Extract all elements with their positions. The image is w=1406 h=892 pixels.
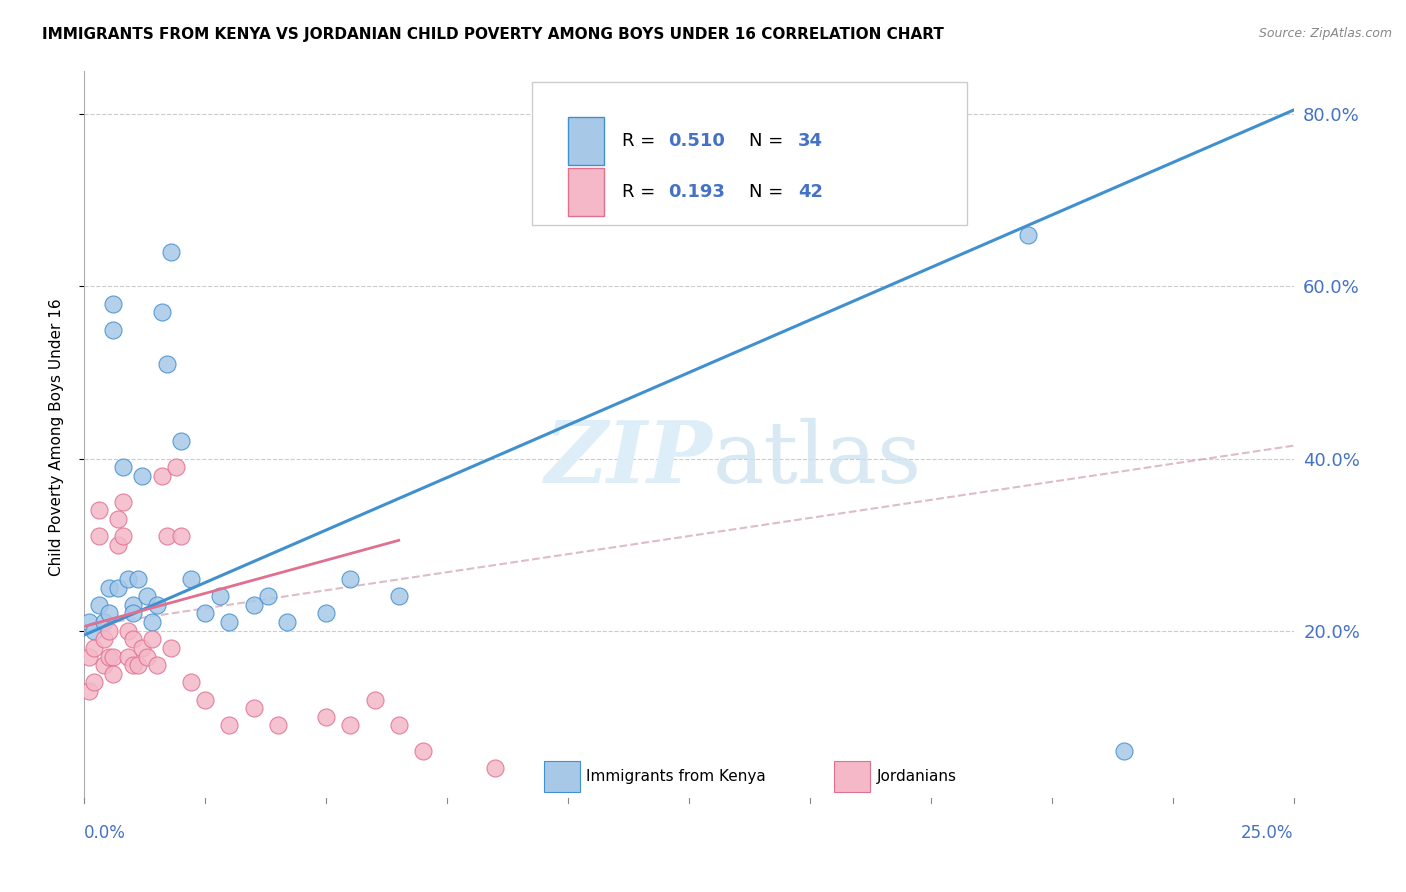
Point (315, 710, 337, 724)
Text: atlas: atlas (713, 417, 922, 500)
Bar (568, 169, 605, 216)
Point (388, 589, 411, 603)
Point (218, 718, 240, 732)
Point (117, 572, 139, 586)
Point (160, 245, 183, 260)
Text: 0.510: 0.510 (668, 132, 725, 150)
Bar (834, 761, 870, 792)
Point (276, 615, 298, 629)
Point (117, 649, 139, 664)
Point (127, 572, 149, 586)
Point (87, 529, 110, 543)
Point (117, 624, 139, 638)
Point (141, 632, 163, 647)
Point (97, 624, 120, 638)
Point (77, 684, 100, 698)
Point (131, 640, 153, 655)
Bar (568, 117, 605, 165)
Point (93, 632, 115, 647)
Point (93, 615, 115, 629)
Point (141, 615, 163, 629)
Point (557, 770, 579, 784)
Text: IMMIGRANTS FROM KENYA VS JORDANIAN CHILD POVERTY AMONG BOYS UNDER 16 CORRELATION: IMMIGRANTS FROM KENYA VS JORDANIAN CHILD… (42, 27, 943, 42)
Point (146, 658, 169, 673)
Point (218, 615, 240, 629)
Text: 42: 42 (797, 183, 823, 201)
Point (103, 322, 125, 336)
Text: N =: N = (749, 132, 789, 150)
Point (155, 357, 177, 371)
Point (363, 692, 385, 706)
Point (194, 692, 217, 706)
Point (242, 598, 264, 612)
Text: Immigrants from Kenya: Immigrants from Kenya (586, 769, 766, 784)
Point (136, 589, 159, 603)
Point (103, 296, 125, 310)
Point (127, 658, 149, 673)
Point (107, 538, 129, 552)
Point (83, 675, 105, 690)
Point (180, 675, 202, 690)
Point (112, 529, 135, 543)
Point (1017, 227, 1039, 242)
Text: 25.0%: 25.0% (1241, 824, 1294, 842)
Point (112, 460, 135, 475)
Point (1114, 744, 1136, 758)
Point (77, 615, 100, 629)
Point (194, 607, 217, 621)
Text: Jordanians: Jordanians (876, 769, 956, 784)
Point (77, 649, 100, 664)
Point (93, 658, 115, 673)
Point (103, 666, 125, 681)
Point (121, 598, 143, 612)
Point (155, 529, 177, 543)
Point (97, 581, 120, 595)
Point (339, 572, 361, 586)
Point (257, 589, 280, 603)
Point (315, 607, 337, 621)
Point (121, 632, 143, 647)
Point (97, 607, 120, 621)
Point (103, 649, 125, 664)
Text: 34: 34 (797, 132, 823, 150)
Point (83, 624, 105, 638)
Point (165, 460, 187, 475)
Point (170, 529, 193, 543)
Y-axis label: Child Poverty Among Boys Under 16: Child Poverty Among Boys Under 16 (49, 298, 63, 576)
Point (121, 658, 143, 673)
Point (180, 572, 202, 586)
Point (121, 607, 143, 621)
Text: R =: R = (623, 132, 661, 150)
Text: 0.193: 0.193 (668, 183, 725, 201)
Point (83, 640, 105, 655)
Point (136, 649, 159, 664)
Point (131, 468, 153, 483)
Point (112, 494, 135, 508)
Point (97, 649, 120, 664)
Point (107, 581, 129, 595)
Point (242, 701, 264, 715)
Text: 0.0%: 0.0% (84, 824, 127, 842)
Point (339, 718, 361, 732)
Point (412, 744, 434, 758)
Point (160, 640, 183, 655)
FancyBboxPatch shape (531, 82, 967, 225)
Point (484, 761, 506, 775)
Point (267, 718, 290, 732)
Point (87, 503, 110, 517)
Text: Source: ZipAtlas.com: Source: ZipAtlas.com (1258, 27, 1392, 40)
Text: R =: R = (623, 183, 661, 201)
Point (87, 598, 110, 612)
Text: N =: N = (749, 183, 789, 201)
Point (208, 589, 231, 603)
Point (150, 468, 173, 483)
Point (170, 434, 193, 449)
Point (146, 598, 169, 612)
Bar (544, 761, 581, 792)
Point (107, 512, 129, 526)
Point (150, 305, 173, 319)
Point (388, 718, 411, 732)
Text: ZIP: ZIP (546, 417, 713, 500)
